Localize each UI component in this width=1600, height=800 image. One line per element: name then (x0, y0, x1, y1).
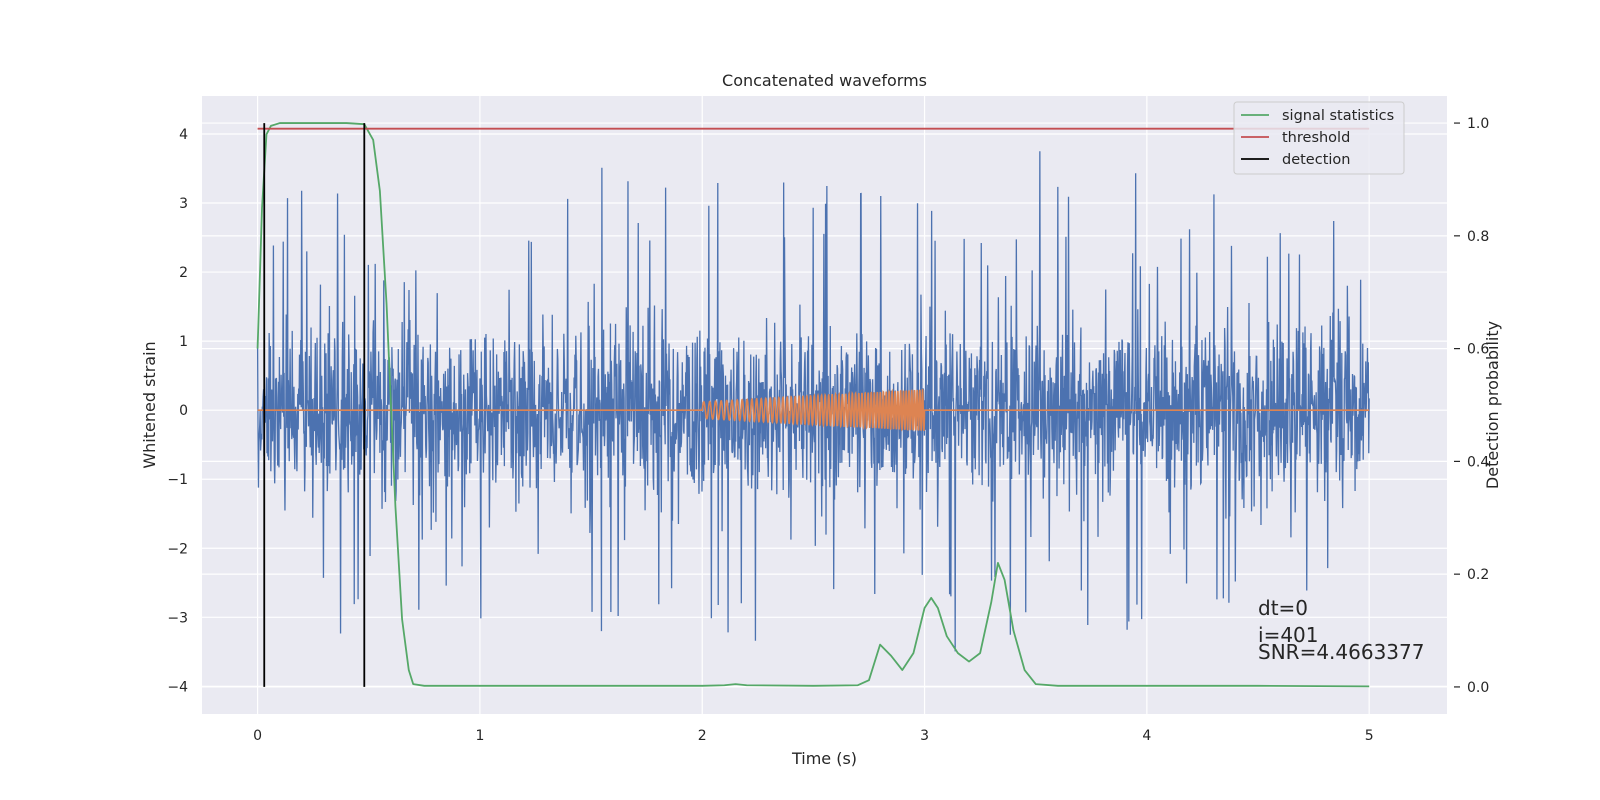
annotation-text: dt=0 (1258, 596, 1308, 620)
y2-tick-label: 0.2 (1467, 567, 1489, 583)
injected-signal-line (257, 388, 1370, 432)
chart-title: Concatenated waveforms (722, 71, 927, 90)
x-tick-label: 4 (1142, 728, 1151, 744)
legend-entry-label: detection (1282, 152, 1350, 168)
y-tick-label: 3 (179, 196, 188, 212)
legend-entry-label: signal statistics (1282, 108, 1394, 124)
x-tick-label: 1 (475, 728, 484, 744)
y2-tick-label: 0.6 (1467, 342, 1489, 358)
ticks: 0 1 2 3 4 5 −4 −3 −2 −1 0 1 2 3 4 0.0 0.2 0.4 0.6 0.8 1.0 (167, 116, 1489, 744)
y2-tick-label: 0.8 (1467, 229, 1489, 245)
whitened-strain-line (256, 151, 1370, 652)
y2-tick-label: 0.0 (1467, 680, 1489, 696)
x-tick-label: 2 (698, 728, 707, 744)
x-tick-label: 0 (253, 728, 262, 744)
y-tick-label: −3 (167, 610, 188, 626)
y2-tick-label: 1.0 (1467, 116, 1489, 132)
y-axis-label: Whitened strain (140, 341, 159, 468)
y2-axis-label: Detection probability (1483, 321, 1502, 489)
y-tick-label: 0 (179, 403, 188, 419)
y-tick-label: −1 (167, 472, 188, 488)
x-tick-label: 3 (920, 728, 929, 744)
y-tick-label: 1 (179, 334, 188, 350)
x-tick-label: 5 (1365, 728, 1374, 744)
y-tick-label: 2 (179, 265, 188, 281)
annotation-text: i=401 (1258, 623, 1319, 647)
y2-tick-label: 0.4 (1467, 454, 1489, 470)
legend: signal statistics threshold detection (1233, 101, 1405, 175)
y-tick-label: −4 (167, 679, 188, 695)
series-layer (256, 122, 1370, 688)
x-axis-label: Time (s) (791, 749, 857, 768)
annotation-text: SNR=4.4663377 (1258, 640, 1424, 664)
legend-box (1233, 101, 1405, 175)
y-tick-label: −2 (167, 541, 188, 557)
y-tick-label: 4 (179, 127, 188, 143)
signal-statistics-line (256, 122, 1370, 688)
legend-entry-label: threshold (1282, 130, 1350, 146)
